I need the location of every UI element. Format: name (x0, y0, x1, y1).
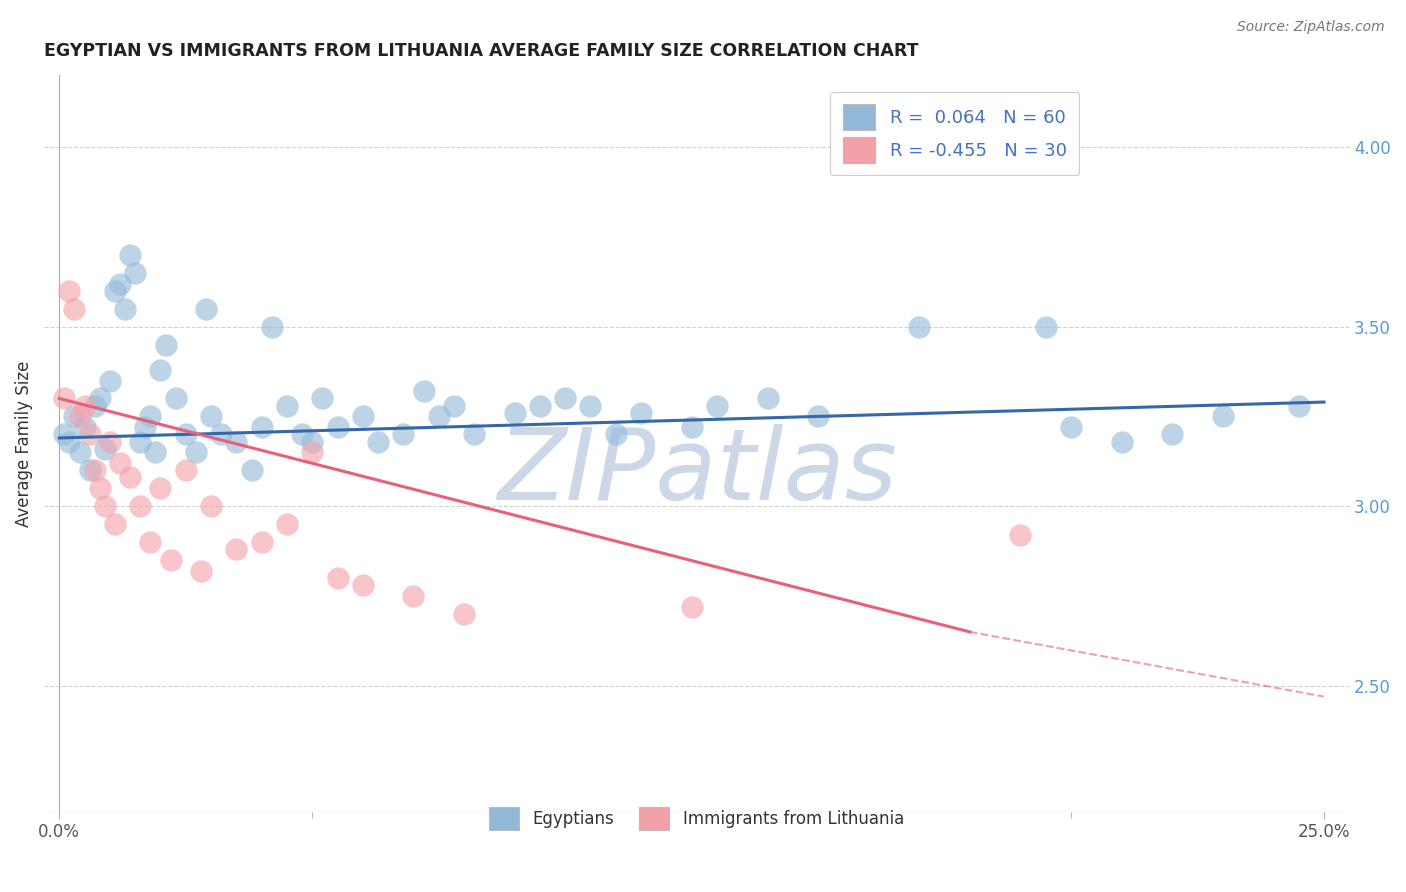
Point (94, 442, 117, 456)
Y-axis label: Average Family Size: Average Family Size (15, 360, 32, 526)
Point (453, 607, 475, 621)
Point (145, 445, 167, 459)
Point (73, 399, 96, 413)
Point (1010, 528, 1032, 542)
Point (79, 463, 101, 477)
Point (225, 434, 247, 449)
Point (276, 517, 298, 532)
Point (104, 284, 127, 298)
Point (463, 427, 485, 442)
Point (301, 434, 323, 449)
Point (165, 392, 187, 406)
Point (807, 409, 830, 424)
Point (756, 392, 779, 406)
Point (79, 427, 101, 442)
Point (681, 420, 703, 434)
Point (129, 500, 152, 514)
Point (159, 553, 181, 567)
Point (200, 500, 222, 514)
Point (83, 399, 105, 413)
Point (630, 406, 652, 420)
Point (352, 578, 374, 592)
Point (579, 399, 602, 413)
Point (120, 248, 142, 262)
Point (155, 337, 177, 351)
Point (124, 266, 146, 280)
Point (1035, 319, 1057, 334)
Point (139, 535, 162, 549)
Point (1111, 434, 1133, 449)
Point (69, 409, 91, 424)
Point (1161, 427, 1184, 442)
Legend: Egyptians, Immigrants from Lithuania: Egyptians, Immigrants from Lithuania (477, 793, 917, 844)
Point (58, 434, 80, 449)
Point (89, 392, 111, 406)
Point (63, 301, 86, 316)
Point (98, 374, 121, 388)
Point (69, 445, 91, 459)
Point (94, 500, 117, 514)
Point (174, 463, 197, 477)
Point (190, 564, 212, 578)
Point (240, 463, 263, 477)
Point (108, 456, 131, 470)
Point (529, 399, 551, 413)
Point (209, 427, 232, 442)
Point (98, 434, 121, 449)
Point (174, 427, 197, 442)
Point (276, 399, 298, 413)
Point (681, 599, 703, 614)
Point (108, 277, 131, 291)
Point (120, 470, 142, 484)
Point (184, 445, 207, 459)
Point (129, 434, 152, 449)
Point (706, 399, 728, 413)
Point (260, 319, 283, 334)
Point (301, 445, 323, 459)
Text: ZIPatlas: ZIPatlas (496, 425, 897, 521)
Point (200, 409, 222, 424)
Point (104, 517, 127, 532)
Point (291, 427, 314, 442)
Point (554, 392, 576, 406)
Point (412, 384, 434, 399)
Point (149, 481, 172, 495)
Point (58, 284, 80, 298)
Point (443, 399, 465, 413)
Point (392, 427, 415, 442)
Point (402, 589, 425, 603)
Point (53, 392, 76, 406)
Point (114, 301, 136, 316)
Point (605, 427, 627, 442)
Point (89, 481, 111, 495)
Point (352, 409, 374, 424)
Point (149, 362, 172, 376)
Point (311, 392, 333, 406)
Point (503, 406, 526, 420)
Point (195, 301, 218, 316)
Point (83, 463, 105, 477)
Point (427, 409, 450, 424)
Point (326, 420, 349, 434)
Point (326, 571, 349, 585)
Point (63, 409, 86, 424)
Point (1060, 420, 1083, 434)
Text: Source: ZipAtlas.com: Source: ZipAtlas.com (1237, 20, 1385, 34)
Point (225, 542, 247, 557)
Point (139, 409, 162, 424)
Point (53, 427, 76, 442)
Point (908, 319, 931, 334)
Point (73, 420, 96, 434)
Point (250, 420, 273, 434)
Point (1288, 399, 1310, 413)
Text: EGYPTIAN VS IMMIGRANTS FROM LITHUANIA AVERAGE FAMILY SIZE CORRELATION CHART: EGYPTIAN VS IMMIGRANTS FROM LITHUANIA AV… (44, 42, 918, 60)
Point (367, 434, 389, 449)
Point (250, 535, 273, 549)
Point (1212, 409, 1234, 424)
Point (134, 420, 156, 434)
